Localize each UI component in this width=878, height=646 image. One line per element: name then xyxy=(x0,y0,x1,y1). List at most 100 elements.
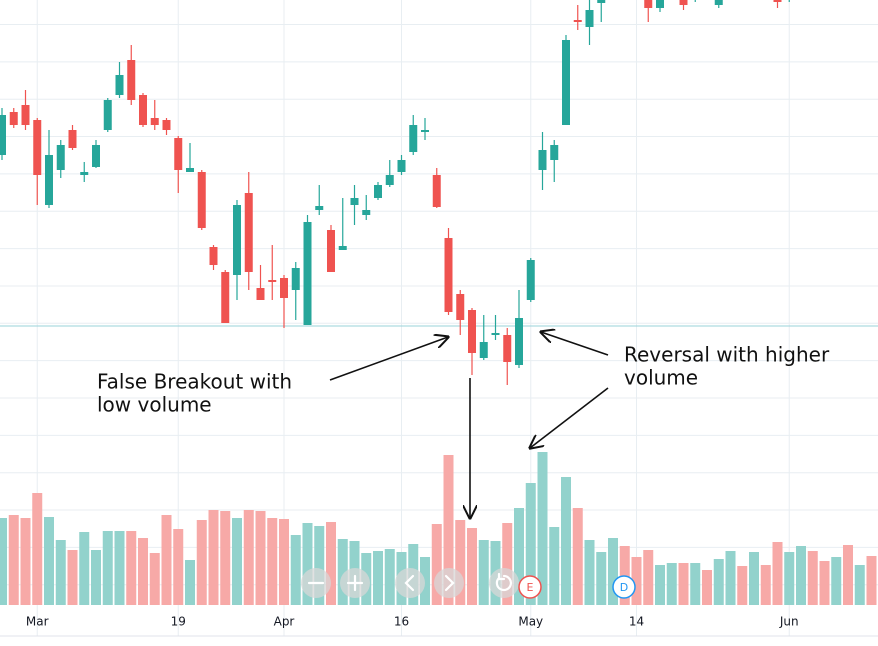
candle-body xyxy=(303,222,312,325)
candle-body xyxy=(233,205,241,275)
dividend-badge[interactable]: D xyxy=(612,575,636,599)
candle-body xyxy=(397,160,406,172)
candle-body xyxy=(139,95,147,125)
volume-bar xyxy=(819,561,830,605)
candle-body xyxy=(103,100,112,130)
earnings-badge[interactable]: E xyxy=(518,575,542,599)
candle-body xyxy=(162,120,171,130)
volume-bar xyxy=(467,528,477,605)
badge-label: D xyxy=(620,581,628,594)
candle-body xyxy=(491,333,500,335)
volume-bar xyxy=(596,552,607,605)
arrow xyxy=(541,332,609,356)
volume-bar xyxy=(678,563,689,605)
candle-body xyxy=(127,60,136,100)
plot xyxy=(0,0,878,605)
candle-body xyxy=(197,172,206,228)
x-tick-label: 16 xyxy=(394,615,409,629)
x-tick-label: 19 xyxy=(171,615,186,629)
candle-body xyxy=(656,0,664,8)
volume-bar xyxy=(20,518,31,605)
volume-bar xyxy=(267,518,278,605)
candle-body xyxy=(409,125,418,152)
volume-bar xyxy=(854,565,865,605)
volume-bar xyxy=(0,518,7,605)
annotation-text: Reversal with higher xyxy=(624,343,830,367)
candle-body xyxy=(456,294,465,320)
zoom-in-button[interactable] xyxy=(340,568,370,598)
candle-body xyxy=(374,185,382,198)
scroll-left-button[interactable] xyxy=(395,568,425,598)
volume-bar xyxy=(161,515,172,605)
volume-bar xyxy=(138,538,148,605)
candle-body xyxy=(92,145,100,167)
annotation-text: volume xyxy=(624,366,698,390)
volume-bar xyxy=(32,493,43,605)
candle-body xyxy=(9,112,18,125)
volume-bar xyxy=(314,526,325,605)
candle-body xyxy=(315,206,324,210)
volume-bar xyxy=(44,517,54,605)
volume-bar xyxy=(8,515,19,605)
candle-body xyxy=(33,120,42,175)
volume-bar xyxy=(655,565,665,605)
volume-bar xyxy=(67,550,78,605)
volume-bar xyxy=(279,519,289,605)
volume-bar xyxy=(420,557,430,605)
volume-bar xyxy=(185,560,195,605)
scroll-right-button[interactable] xyxy=(434,568,464,598)
candle-body xyxy=(150,118,159,125)
volume-bar xyxy=(290,535,301,605)
annotation: Reversal with higher volume xyxy=(530,332,830,448)
volume-bar xyxy=(713,559,724,605)
candle-body xyxy=(538,150,547,170)
volume-bar xyxy=(502,523,513,605)
volume-bar xyxy=(690,563,701,605)
candle-body xyxy=(221,272,230,323)
volume-bar xyxy=(79,532,90,605)
volume-bar xyxy=(384,549,395,605)
arrow xyxy=(530,387,609,448)
volume-bar xyxy=(760,565,771,605)
candle-body xyxy=(573,20,582,22)
candle-body xyxy=(714,0,723,5)
toolbar: E D xyxy=(301,568,636,599)
candle-body xyxy=(773,0,782,2)
candle-body xyxy=(291,268,300,290)
candle-body xyxy=(115,75,124,95)
candle-body xyxy=(0,115,6,155)
volume-bar xyxy=(173,529,184,605)
x-tick-label: 14 xyxy=(629,615,644,629)
candle-body xyxy=(268,280,277,282)
volume-bar xyxy=(807,551,818,605)
volume-bar xyxy=(220,511,231,605)
x-tick-label: Mar xyxy=(26,615,49,629)
volume-bar xyxy=(126,531,137,605)
volume-bar xyxy=(537,452,548,605)
volume-bar xyxy=(843,545,853,605)
volume-bar xyxy=(796,546,806,605)
volume-bar xyxy=(831,557,842,605)
candle-body xyxy=(421,130,429,132)
candle-body xyxy=(515,318,523,365)
volume-bar xyxy=(866,556,877,605)
volume-bar xyxy=(561,477,571,605)
volume-bar xyxy=(114,531,125,605)
candle-body xyxy=(338,246,347,250)
candle-body xyxy=(585,10,594,27)
volume-bar xyxy=(478,540,489,605)
zoom-out-button[interactable] xyxy=(301,568,331,598)
volume-bar xyxy=(725,551,736,605)
volume-bar xyxy=(702,570,712,605)
annotation-text: low volume xyxy=(97,393,212,417)
candle-body xyxy=(350,198,359,205)
volume-bar xyxy=(666,563,677,605)
volume-bar xyxy=(443,455,454,605)
volume-bar xyxy=(302,523,313,605)
candle-body xyxy=(21,105,30,125)
volume-bar xyxy=(549,527,560,605)
reset-button[interactable] xyxy=(489,568,519,598)
candle-body xyxy=(444,238,453,312)
